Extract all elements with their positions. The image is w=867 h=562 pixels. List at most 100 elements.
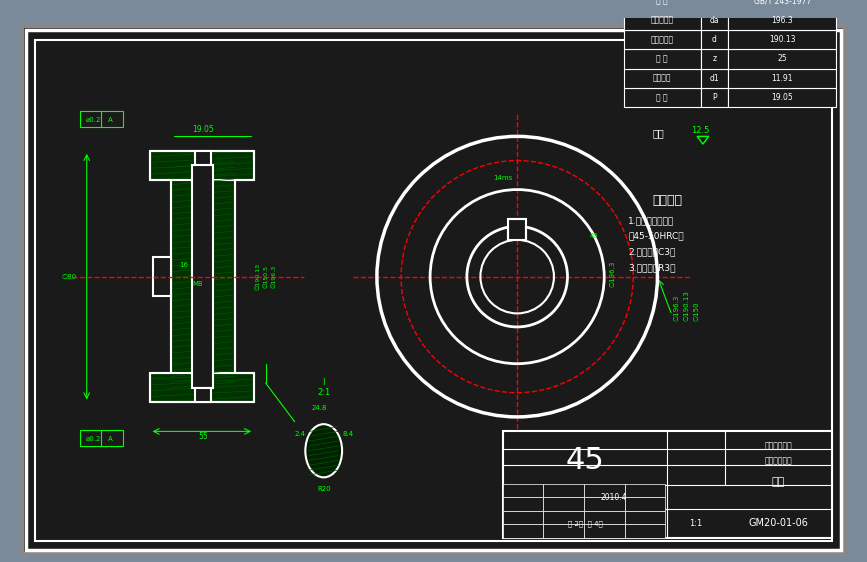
Bar bbox=[728, 0, 837, 11]
Bar bbox=[583, 497, 624, 511]
Text: 55: 55 bbox=[198, 432, 208, 441]
Bar bbox=[623, 0, 701, 11]
Bar bbox=[583, 524, 624, 538]
Text: 45: 45 bbox=[590, 233, 598, 239]
Bar bbox=[623, 30, 701, 49]
Bar bbox=[701, 11, 728, 30]
Bar bbox=[624, 484, 665, 497]
Bar bbox=[544, 484, 583, 497]
Text: 45: 45 bbox=[565, 446, 604, 475]
Text: 14ms: 14ms bbox=[493, 175, 512, 181]
Bar bbox=[728, 49, 837, 69]
Text: 19.05: 19.05 bbox=[192, 125, 213, 134]
Bar bbox=[503, 432, 831, 538]
Bar bbox=[192, 165, 213, 388]
Text: 分度圆直径: 分度圆直径 bbox=[651, 35, 674, 44]
Bar bbox=[728, 69, 837, 88]
Bar bbox=[195, 388, 211, 402]
Text: GM20-01-06: GM20-01-06 bbox=[748, 518, 808, 528]
Text: A: A bbox=[108, 436, 113, 442]
Text: 8.4: 8.4 bbox=[342, 431, 354, 437]
Text: 节 距: 节 距 bbox=[656, 93, 668, 102]
Bar bbox=[508, 219, 526, 240]
Text: ⌀0.2: ⌀0.2 bbox=[86, 436, 101, 442]
Bar bbox=[728, 30, 837, 49]
Bar bbox=[583, 484, 624, 497]
Bar bbox=[544, 497, 583, 511]
Text: 3.未注圆角R3。: 3.未注圆角R3。 bbox=[629, 263, 676, 272]
Text: 椎轮: 椎轮 bbox=[772, 477, 785, 487]
Text: A: A bbox=[108, 117, 113, 123]
Text: d1: d1 bbox=[710, 74, 720, 83]
Text: 16: 16 bbox=[179, 262, 188, 268]
Bar bbox=[624, 524, 665, 538]
Text: ∅196.3: ∅196.3 bbox=[674, 295, 680, 321]
Bar bbox=[701, 88, 728, 107]
Bar bbox=[503, 524, 544, 538]
Text: 1.齿面热处理硬度: 1.齿面热处理硬度 bbox=[629, 216, 675, 225]
Bar bbox=[80, 430, 123, 446]
Bar bbox=[150, 373, 254, 402]
Text: ∅150: ∅150 bbox=[694, 302, 699, 321]
Bar bbox=[728, 88, 837, 107]
Text: 12.5: 12.5 bbox=[691, 126, 710, 135]
Text: 1:1: 1:1 bbox=[689, 519, 703, 528]
Ellipse shape bbox=[305, 424, 342, 477]
Text: I: I bbox=[323, 378, 325, 387]
Text: 24.8: 24.8 bbox=[311, 405, 327, 411]
Bar bbox=[623, 11, 701, 30]
Bar bbox=[153, 257, 171, 296]
Bar bbox=[503, 484, 544, 497]
Text: 泰州科技学院: 泰州科技学院 bbox=[765, 456, 792, 465]
Text: ∅190.13: ∅190.13 bbox=[256, 263, 261, 290]
Bar bbox=[701, 69, 728, 88]
Bar bbox=[544, 511, 583, 524]
Bar bbox=[80, 111, 123, 126]
Bar bbox=[701, 0, 728, 11]
Text: ∅196.3: ∅196.3 bbox=[610, 261, 615, 287]
Text: ∅190.13: ∅190.13 bbox=[683, 291, 689, 321]
Text: 11.91: 11.91 bbox=[772, 74, 793, 83]
Text: 2:1: 2:1 bbox=[317, 388, 330, 397]
Text: 2.4: 2.4 bbox=[294, 431, 305, 437]
Text: 第 2张  共 4张: 第 2张 共 4张 bbox=[568, 520, 603, 527]
Text: 19.05: 19.05 bbox=[772, 93, 793, 102]
Bar bbox=[701, 30, 728, 49]
Text: 滚子直径: 滚子直径 bbox=[653, 74, 672, 83]
Bar bbox=[728, 11, 837, 30]
Text: 其余: 其余 bbox=[653, 128, 664, 138]
Text: ⌀0.2: ⌀0.2 bbox=[86, 117, 101, 123]
Text: 南京理工大学: 南京理工大学 bbox=[765, 441, 792, 450]
Bar bbox=[623, 88, 701, 107]
Text: 齿 形: 齿 形 bbox=[656, 0, 668, 6]
Bar bbox=[544, 524, 583, 538]
Text: 齿顶圆直径: 齿顶圆直径 bbox=[651, 16, 674, 25]
Bar bbox=[623, 69, 701, 88]
Bar bbox=[171, 165, 235, 388]
Text: 190.13: 190.13 bbox=[769, 35, 796, 44]
Text: 技术要求: 技术要求 bbox=[653, 194, 682, 207]
Text: 2010.4: 2010.4 bbox=[601, 493, 627, 502]
Text: 2.未注圆角C3；: 2.未注圆角C3； bbox=[629, 247, 675, 256]
Bar bbox=[503, 511, 544, 524]
Text: GB/T 243-1977: GB/T 243-1977 bbox=[753, 0, 811, 6]
Text: ∅80: ∅80 bbox=[62, 274, 77, 280]
Text: M8: M8 bbox=[192, 282, 203, 287]
Bar bbox=[503, 497, 544, 511]
Text: 齿 数: 齿 数 bbox=[656, 55, 668, 64]
Text: 25: 25 bbox=[778, 55, 787, 64]
Text: P: P bbox=[712, 93, 717, 102]
Text: ∅150.5: ∅150.5 bbox=[264, 265, 269, 288]
Bar bbox=[624, 511, 665, 524]
Bar bbox=[583, 511, 624, 524]
Bar bbox=[195, 151, 211, 165]
Bar bbox=[624, 497, 665, 511]
Text: 196.3: 196.3 bbox=[772, 16, 793, 25]
Text: ∅196.3: ∅196.3 bbox=[271, 265, 277, 288]
Bar bbox=[623, 49, 701, 69]
Bar bbox=[150, 151, 254, 180]
Text: d: d bbox=[712, 35, 717, 44]
Text: z: z bbox=[713, 55, 716, 64]
Bar bbox=[701, 49, 728, 69]
FancyBboxPatch shape bbox=[22, 26, 845, 554]
